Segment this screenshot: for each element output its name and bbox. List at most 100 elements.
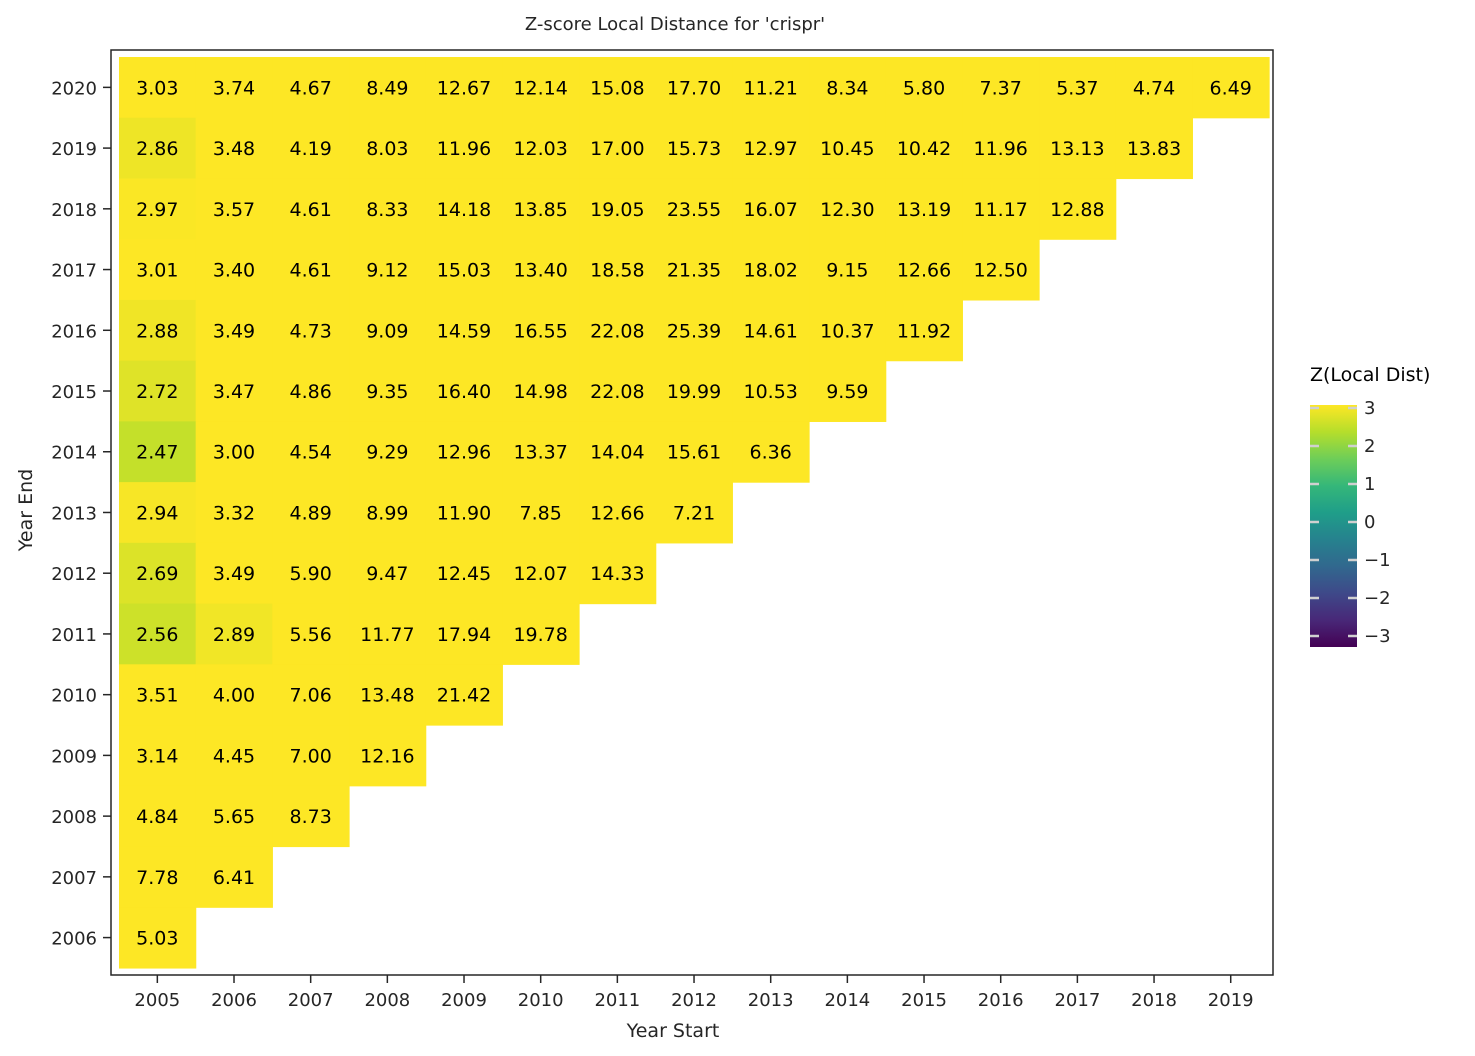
cell-value-label: 14.04 [590, 442, 644, 464]
heatmap-cell [502, 603, 580, 665]
heatmap-cell [809, 299, 887, 362]
heatmap-cell [195, 725, 273, 787]
heatmap-cell [119, 360, 197, 422]
y-tick-label: 2016 [51, 321, 97, 342]
heatmap-cell [349, 725, 427, 787]
cell-value-label: 2.86 [136, 138, 178, 160]
heatmap-cell [502, 421, 580, 483]
cell-value-label: 13.19 [897, 199, 951, 221]
heatmap-cell [579, 542, 657, 605]
cell-value-label: 4.67 [290, 77, 332, 99]
cell-value-label: 8.03 [366, 138, 408, 160]
heatmap-cell [732, 117, 810, 180]
heatmap-cell [195, 664, 273, 726]
heatmap-cell [655, 360, 733, 422]
heatmap-cell [349, 482, 427, 544]
y-tick-label: 2007 [51, 868, 97, 889]
heatmap-cell [962, 57, 1040, 119]
cell-value-label: 12.96 [437, 442, 491, 464]
heatmap-cell [655, 482, 733, 544]
cell-value-label: 14.59 [437, 320, 491, 342]
heatmap-cell [502, 360, 580, 422]
heatmap-cell [962, 178, 1040, 240]
heatmap-cell [195, 603, 273, 665]
heatmap-cell [119, 664, 197, 726]
cell-value-label: 25.39 [667, 320, 721, 342]
heatmap-cell [425, 482, 503, 544]
cell-value-label: 4.45 [213, 745, 255, 767]
heatmap-cell [272, 360, 350, 422]
x-tick-label: 2009 [441, 990, 487, 1011]
y-axis-label: Year End [15, 469, 37, 552]
cell-value-label: 11.90 [437, 502, 491, 524]
cell-value-label: 17.70 [667, 77, 721, 99]
x-tick-label: 2008 [364, 990, 410, 1011]
cell-value-label: 10.53 [743, 381, 797, 403]
cell-value-label: 15.61 [667, 442, 721, 464]
heatmap-cell [119, 603, 197, 665]
heatmap-cell [732, 299, 810, 362]
cell-value-label: 12.14 [513, 77, 567, 99]
cell-value-label: 19.99 [667, 381, 721, 403]
heatmap-cell [119, 57, 197, 119]
heatmap-cell [195, 785, 273, 848]
cell-value-label: 14.18 [437, 199, 491, 221]
cell-value-label: 23.55 [667, 199, 721, 221]
cell-value-label: 10.37 [820, 320, 874, 342]
heatmap-cell [272, 482, 350, 544]
heatmap-cell [579, 178, 657, 240]
x-tick-label: 2018 [1131, 990, 1177, 1011]
heatmap-cell [502, 57, 580, 119]
heatmap-cell [655, 299, 733, 362]
colorbar-tick-label: −3 [1364, 626, 1391, 647]
heatmap-cell [195, 846, 273, 908]
heatmap-cell [272, 785, 350, 848]
cell-value-label: 2.72 [136, 381, 178, 403]
heatmap-cell [272, 178, 350, 240]
cell-value-label: 4.00 [213, 685, 255, 707]
heatmap-cell [119, 907, 197, 969]
heatmap-cell [655, 117, 733, 180]
cell-value-label: 3.03 [136, 77, 178, 99]
heatmap-cell [349, 360, 427, 422]
heatmap-cell [502, 542, 580, 605]
cell-value-label: 12.67 [437, 77, 491, 99]
heatmap-cell [732, 239, 810, 301]
heatmap-cell [195, 421, 273, 483]
heatmap-cell [349, 664, 427, 726]
x-tick-label: 2019 [1208, 990, 1254, 1011]
cell-value-label: 11.17 [974, 199, 1028, 221]
heatmap-cell [579, 360, 657, 422]
heatmap-cell [119, 542, 197, 605]
heatmap-cell [655, 57, 733, 119]
y-tick-label: 2012 [51, 564, 97, 585]
heatmap-cell [1039, 117, 1117, 180]
heatmap-cell [885, 299, 963, 362]
heatmap-cell [272, 542, 350, 605]
heatmap-cell [579, 482, 657, 544]
heatmap-cell [732, 178, 810, 240]
cell-value-label: 3.01 [136, 260, 178, 282]
heatmap-cell [809, 239, 887, 301]
heatmap-cell [272, 117, 350, 180]
cell-value-label: 13.37 [513, 442, 567, 464]
cell-value-label: 11.92 [897, 320, 951, 342]
cell-value-label: 8.49 [366, 77, 408, 99]
cell-value-label: 7.06 [290, 685, 332, 707]
cell-value-label: 16.07 [743, 199, 797, 221]
heatmap-cell [579, 299, 657, 362]
heatmap-cell [502, 239, 580, 301]
y-tick-label: 2009 [51, 746, 97, 767]
cell-value-label: 4.61 [290, 260, 332, 282]
cell-value-label: 8.33 [366, 199, 408, 221]
cell-value-label: 6.49 [1210, 77, 1252, 99]
cell-value-label: 5.03 [136, 928, 178, 950]
cell-value-label: 14.61 [743, 320, 797, 342]
x-tick-label: 2005 [134, 990, 180, 1011]
heatmap-cell [272, 664, 350, 726]
cell-value-label: 9.35 [366, 381, 408, 403]
heatmap-cell-labels: 3.03 3.74 4.67 8.49 12.67 12.14 15.08 17.70 11.2… [136, 77, 1252, 949]
heatmap-cell [195, 360, 273, 422]
cell-value-label: 15.08 [590, 77, 644, 99]
cell-value-label: 11.21 [743, 77, 797, 99]
